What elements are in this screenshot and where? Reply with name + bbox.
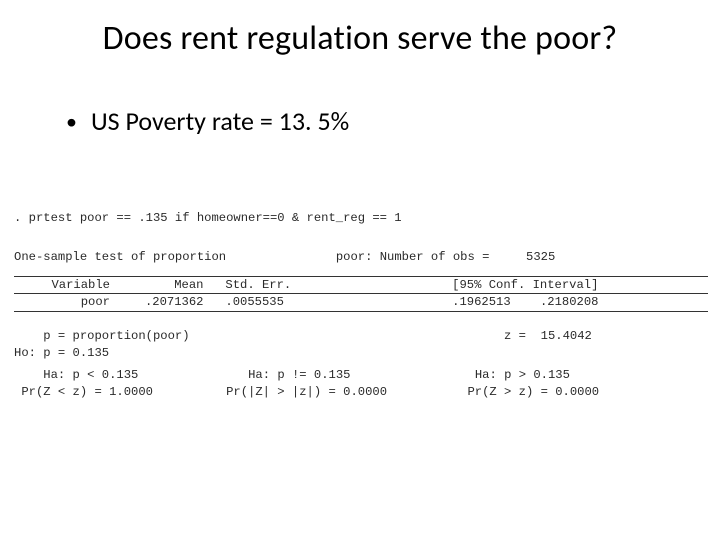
- table-data-row: poor .2071362 .0055535 .1962513 .2180208: [14, 294, 708, 310]
- ha-mid-h: Ha: p != 0.135: [248, 368, 350, 382]
- col-mean: Mean: [174, 278, 203, 292]
- ho-line: Ho: p = 0.135: [14, 346, 109, 360]
- col-se: Std. Err.: [225, 278, 291, 292]
- bullet-marker: •: [66, 111, 77, 133]
- stata-header-right-value: 5325: [526, 250, 555, 264]
- row-var: poor: [14, 294, 116, 310]
- bullet-text: US Poverty rate = 13. 5%: [91, 105, 349, 137]
- ha-mid-p: Pr(|Z| > |z|) = 0.0000: [226, 385, 387, 399]
- slide-title: Does rent regulation serve the poor?: [0, 18, 720, 59]
- slide: Does rent regulation serve the poor? • U…: [0, 0, 720, 540]
- stata-header-spacer2: [489, 250, 526, 264]
- stata-table: Variable Mean Std. Err. [95% Conf. Inter…: [14, 276, 708, 312]
- table-data-rest: .2071362 .0055535 .1962513 .2180208: [117, 294, 708, 310]
- stata-output: . prtest poor == .135 if homeowner==0 & …: [14, 194, 708, 417]
- stata-header-left: One-sample test of proportion: [14, 250, 226, 264]
- ha-right-h: Ha: p > 0.135: [475, 368, 570, 382]
- col-ci: [95% Conf. Interval]: [452, 278, 598, 292]
- row-se: .0055535: [225, 295, 284, 309]
- row-ci-hi: .2180208: [540, 295, 599, 309]
- row-ci-lo: .1962513: [452, 295, 511, 309]
- ha-right-p: Pr(Z > z) = 0.0000: [467, 385, 599, 399]
- stata-header-right-label: poor: Number of obs =: [336, 250, 490, 264]
- table-header-rest: Mean Std. Err. [95% Conf. Interval]: [117, 277, 708, 293]
- stata-header-spacer: [226, 250, 336, 264]
- table-header-row: Variable Mean Std. Err. [95% Conf. Inter…: [14, 277, 708, 293]
- col-variable: Variable: [14, 277, 116, 293]
- z-label: z =: [504, 329, 526, 343]
- ha-left-p: Pr(Z < z) = 1.0000: [14, 385, 153, 399]
- table-rule-bot: [14, 311, 708, 312]
- p-definition: p = proportion(poor): [14, 329, 190, 343]
- row-mean: .2071362: [145, 295, 204, 309]
- stata-command: . prtest poor == .135 if homeowner==0 & …: [14, 211, 402, 225]
- ha-left-h: Ha: p < 0.135: [14, 368, 138, 382]
- z-value: 15.4042: [541, 329, 592, 343]
- bullet-item: • US Poverty rate = 13. 5%: [66, 105, 349, 137]
